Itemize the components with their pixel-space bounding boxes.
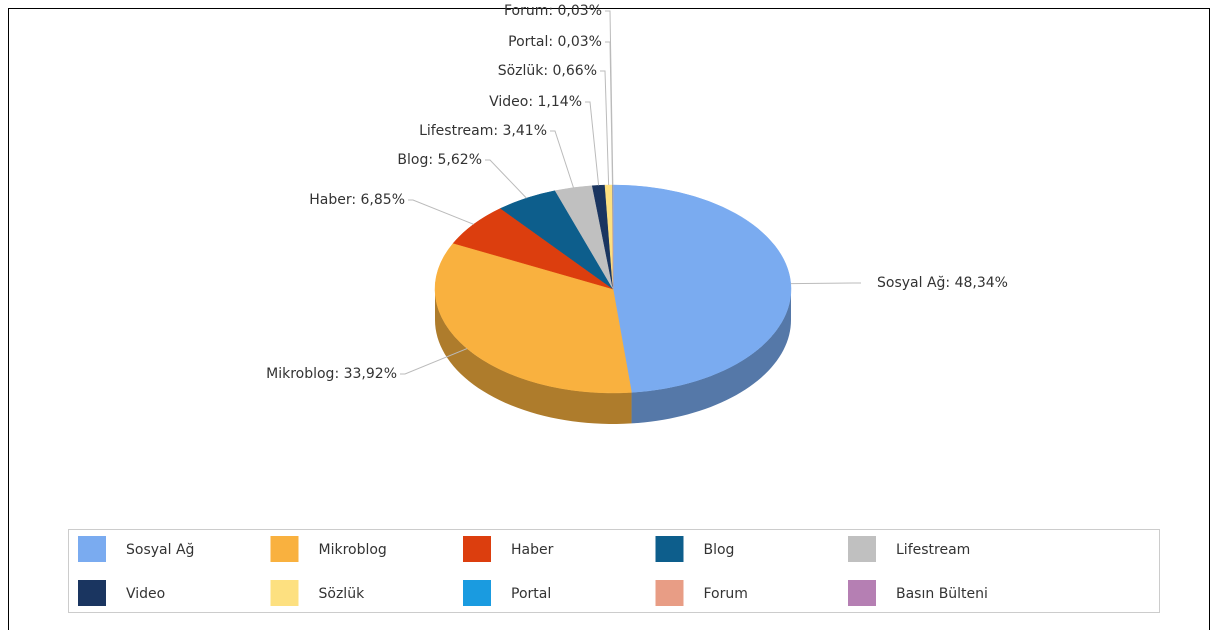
legend-label: Basın Bülteni: [896, 586, 988, 602]
leader-line: [790, 282, 861, 285]
leader-line: [600, 70, 610, 186]
slice: [434, 242, 632, 394]
slice-side: [435, 289, 632, 424]
leader-line: [585, 101, 600, 186]
data-label: Portal: 0,03%: [508, 34, 602, 50]
leader-line: [408, 199, 474, 225]
data-label: Haber: 6,85%: [309, 192, 405, 208]
legend-label: Video: [126, 586, 165, 602]
legend-swatch: [78, 536, 106, 562]
legend-swatch: [848, 536, 876, 562]
legend-label: Haber: [511, 542, 554, 558]
legend-swatch: [78, 580, 106, 606]
legend-label: Lifestream: [896, 542, 970, 558]
legend-swatch: [655, 536, 684, 562]
legend-swatch: [270, 536, 299, 562]
slice: [612, 184, 792, 393]
legend-swatch: [655, 580, 684, 606]
data-label: Mikroblog: 33,92%: [266, 366, 397, 382]
leader-line: [550, 130, 574, 188]
data-label: Video: 1,14%: [489, 94, 582, 110]
legend-label: Blog: [704, 542, 735, 558]
data-label: Forum: 0,03%: [504, 3, 602, 19]
legend-swatch: [463, 536, 491, 562]
legend-label: Mikroblog: [319, 542, 387, 558]
data-label: Blog: 5,62%: [397, 152, 482, 168]
legend-swatch: [463, 580, 491, 606]
data-label: Lifestream: 3,41%: [419, 123, 547, 139]
legend-items: Sosyal Ağ Mikroblog Haber Blog Lifestream Vid…: [78, 536, 988, 606]
leader-line: [400, 348, 468, 375]
data-label: Sosyal Ağ: 48,34%: [877, 275, 1008, 291]
leader-line: [605, 10, 614, 186]
pie: Sosyal Ağ: 48,34% Mikroblog: 33,92% Haber:…: [266, 3, 1008, 424]
legend-swatch: [848, 580, 876, 606]
legend-swatch: [270, 580, 299, 606]
legend: [68, 529, 1160, 613]
legend-label: Portal: [511, 586, 551, 602]
legend-label: Sosyal Ağ: [126, 542, 194, 558]
slice-side: [631, 289, 791, 424]
data-label: Sözlük: 0,66%: [498, 63, 597, 79]
legend-label: Sözlük: [319, 586, 366, 602]
legend-label: Forum: [704, 586, 748, 602]
leader-line: [485, 159, 527, 199]
